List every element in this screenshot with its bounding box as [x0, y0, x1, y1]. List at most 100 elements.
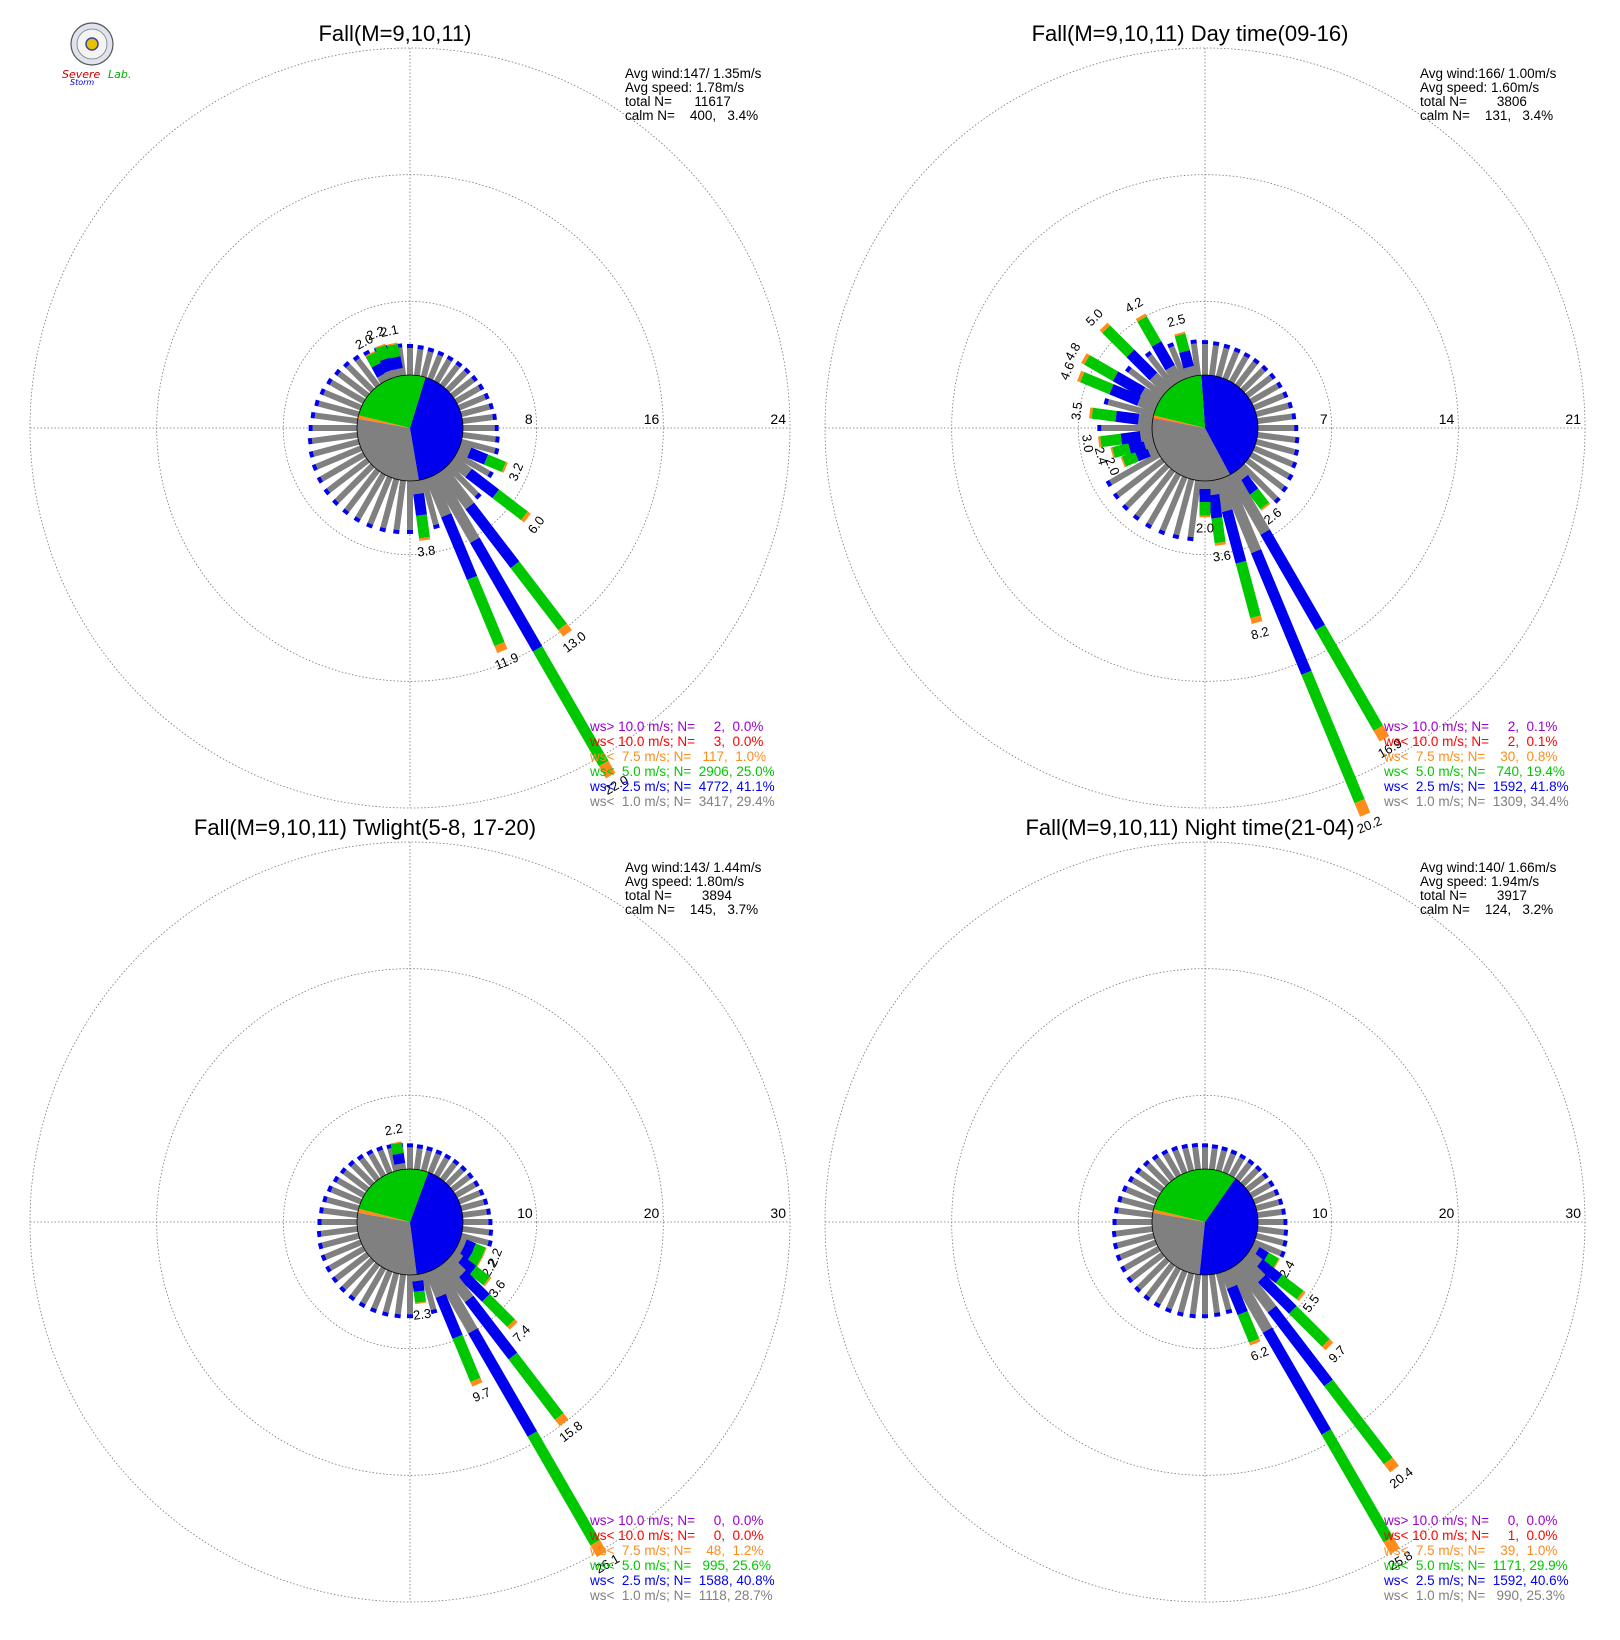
- direction-bar-segment: [1135, 313, 1147, 322]
- minor-direction-bar: [1249, 1182, 1272, 1199]
- minor-direction-bar-tip: [1287, 401, 1293, 409]
- direction-bar-segment: [448, 1249, 464, 1265]
- minor-direction-bar-tip: [1191, 1142, 1199, 1148]
- minor-direction-bar-tip: [343, 361, 351, 369]
- minor-direction-bar: [323, 1207, 358, 1219]
- speed-class-pie-slice: [410, 377, 464, 481]
- legend-entry: ws< 1.0 m/s; N= 3417, 29.4%: [589, 794, 775, 809]
- direction-bar-segment: [458, 1246, 473, 1262]
- minor-direction-bar: [1163, 1152, 1182, 1178]
- ring-tick-label: 16: [644, 411, 660, 427]
- minor-direction-bar-tip: [482, 1198, 489, 1206]
- direction-bar-segment: [425, 1268, 446, 1299]
- direction-bar-segment: [1237, 1310, 1260, 1343]
- minor-direction-bar: [450, 1174, 471, 1193]
- direction-bar-segment: [384, 369, 398, 381]
- direction-bar-segment: [467, 575, 505, 647]
- direction-bar-segment: [1354, 799, 1371, 817]
- minor-direction-bar-tip: [1277, 1198, 1284, 1206]
- direction-bar-segment: [1273, 1258, 1280, 1269]
- minor-direction-bar-tip: [1189, 1313, 1196, 1319]
- minor-direction-bar: [350, 1262, 381, 1298]
- direction-bar-segment: [1165, 364, 1184, 385]
- minor-direction-bar-tip: [474, 492, 482, 500]
- minor-direction-bar: [1249, 383, 1280, 405]
- legend-entry: ws< 2.5 m/s; N= 4772, 41.1%: [589, 779, 775, 794]
- minor-direction-bar: [420, 478, 439, 526]
- direction-bar-segment: [1084, 355, 1119, 382]
- minor-direction-bar: [393, 480, 407, 531]
- direction-bar-segment: [1137, 413, 1154, 427]
- direction-bar-segment: [1121, 451, 1139, 467]
- minor-direction-bar: [1257, 413, 1293, 425]
- minor-direction-bar-tip: [1223, 343, 1231, 350]
- direction-bar-segment: [379, 357, 395, 373]
- minor-direction-bar-tip: [1112, 1242, 1119, 1250]
- minor-direction-bar-tip: [1281, 1208, 1286, 1215]
- direction-bar-segment: [1120, 431, 1142, 445]
- stat-line: Avg wind:166/ 1.00m/s: [1420, 66, 1557, 81]
- range-ring: [282, 300, 538, 556]
- minor-direction-bar: [462, 431, 496, 443]
- minor-direction-bar-tip: [417, 345, 424, 350]
- direction-bar-segment: [1250, 615, 1263, 624]
- stat-line: Avg wind:140/ 1.66m/s: [1420, 860, 1557, 875]
- minor-direction-bar-tip: [1239, 1153, 1247, 1161]
- minor-direction-bar-tip: [1144, 350, 1153, 358]
- minor-direction-bar-tip: [437, 350, 445, 357]
- direction-bar-segment: [1253, 1247, 1269, 1263]
- speed-class-pie-slice: [1152, 418, 1205, 428]
- minor-direction-bar-tip: [1221, 1146, 1228, 1152]
- minor-direction-bar: [1147, 354, 1176, 388]
- minor-direction-bar-tip: [1243, 352, 1251, 359]
- minor-direction-bar: [1257, 1208, 1282, 1219]
- direction-bar-label: 2.5: [1166, 311, 1187, 330]
- minor-direction-bar-tip: [363, 349, 371, 357]
- direction-bar-segment: [1301, 670, 1365, 804]
- direction-bar-segment: [431, 1265, 478, 1334]
- legend-entry: ws< 10.0 m/s; N= 3, 0.0%: [589, 734, 763, 749]
- minor-direction-bar-tip: [473, 1180, 480, 1188]
- direction-bar-segment: [1296, 1290, 1306, 1302]
- minor-direction-bar-tip: [430, 1308, 438, 1315]
- minor-direction-bar-tip: [348, 1294, 356, 1302]
- direction-bar-label: 2.0: [353, 331, 376, 353]
- minor-direction-bar: [1189, 1274, 1202, 1315]
- minor-direction-bar-tip: [446, 355, 454, 362]
- legend-entry: ws< 5.0 m/s; N= 995, 25.6%: [589, 1558, 771, 1573]
- direction-bar-segment: [394, 1162, 407, 1171]
- direction-bar-segment: [1249, 488, 1270, 510]
- direction-bar-segment: [1324, 1379, 1393, 1465]
- direction-bar-segment: [1208, 494, 1223, 519]
- minor-direction-bar-tip: [1230, 1149, 1238, 1156]
- direction-bar-segment: [456, 1237, 467, 1250]
- minor-direction-bar-tip: [488, 402, 494, 410]
- stat-line: calm N= 400, 3.4%: [625, 108, 758, 123]
- minor-direction-bar: [454, 385, 481, 405]
- direction-bar-label: 2.3: [412, 1306, 432, 1323]
- direction-bar-segment: [435, 1293, 463, 1339]
- direction-bar-segment: [1206, 479, 1220, 496]
- minor-direction-bar-tip: [1134, 1285, 1142, 1293]
- minor-direction-bar-tip: [316, 1230, 322, 1238]
- minor-direction-bar: [450, 377, 475, 399]
- legend-entry: ws> 10.0 m/s; N= 0, 0.0%: [1383, 1513, 1557, 1528]
- direction-bar-segment: [1383, 1457, 1399, 1473]
- legend-entry: ws> 10.0 m/s; N= 2, 0.1%: [1383, 719, 1557, 734]
- minor-direction-bar: [1109, 451, 1161, 486]
- direction-bar-segment: [390, 1142, 404, 1155]
- stat-line: Avg wind:147/ 1.35m/s: [625, 66, 762, 81]
- minor-direction-bar-tip: [1273, 496, 1281, 504]
- direction-bar-segment: [1226, 1284, 1248, 1316]
- minor-direction-bar-tip: [463, 367, 471, 375]
- minor-direction-bar: [1252, 1190, 1276, 1205]
- minor-direction-bar: [1129, 1251, 1165, 1281]
- minor-direction-bar: [1222, 1153, 1236, 1175]
- direction-bar-label: 5.0: [1083, 306, 1106, 329]
- direction-bar-segment: [467, 1251, 482, 1267]
- direction-bar-segment: [471, 1243, 486, 1258]
- direction-bar-segment: [508, 1352, 564, 1420]
- minor-direction-bar: [1177, 1272, 1195, 1313]
- minor-direction-bar: [1145, 1262, 1176, 1298]
- direction-bar-segment: [1288, 1305, 1330, 1347]
